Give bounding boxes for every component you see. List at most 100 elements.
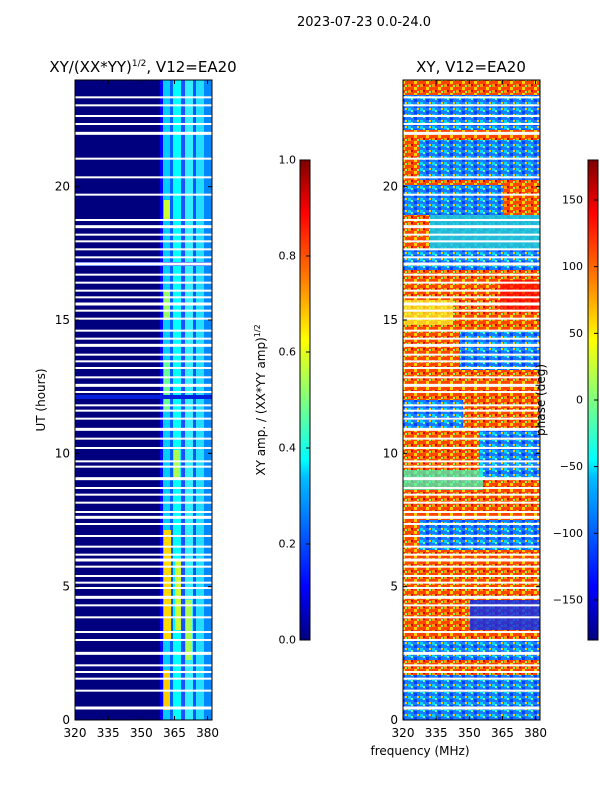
phase-gap-row: [403, 689, 540, 692]
phase-gap-row: [403, 631, 540, 633]
amplitude-y-tick-label: 10: [55, 446, 70, 460]
phase-gap-row: [403, 219, 540, 221]
amplitude-y-ticks: 0 5 10 15 20: [55, 180, 212, 727]
phase-gap-row: [403, 337, 540, 340]
phase-gap-row: [403, 343, 540, 347]
phase-gap-row: [403, 595, 540, 599]
phase-gap-row: [403, 353, 540, 356]
phase-panel: XY, V12=EA20 320: [370, 58, 599, 758]
amplitude-gap-row: [75, 317, 212, 320]
phase-gap-row: [403, 460, 540, 463]
amplitude-gap-row: [75, 376, 212, 379]
phase-x-tick-label: 320: [392, 726, 415, 740]
phase-y-ticks: 0 5 10 15 20: [383, 180, 540, 727]
phase-gap-row: [403, 404, 540, 407]
amplitude-gap-row: [75, 360, 212, 363]
amplitude-gap-row: [75, 343, 212, 347]
phase-y-tick-label: 10: [383, 446, 398, 460]
phase-gap-row: [403, 248, 540, 251]
phase-gap-row: [403, 587, 540, 589]
figure-suptitle: 2023-07-23 0.0-24.0: [297, 15, 431, 30]
phase-gap-row: [403, 376, 540, 379]
phase-gap-row: [403, 511, 540, 513]
phase-gap-row: [403, 262, 540, 266]
amplitude-gap-row: [75, 447, 212, 449]
phase-colorbar-tick-label: 50: [569, 327, 583, 340]
phase-colorbar-tick-label: −150: [553, 594, 583, 607]
amplitude-gap-row: [75, 115, 212, 117]
amplitude-title: XY/(XX*YY)1/2, V12=EA20: [49, 58, 236, 76]
amplitude-colorbar-tick-label: 0.8: [279, 250, 297, 263]
phase-gap-row: [403, 558, 540, 562]
phase-gap-row: [403, 677, 540, 680]
phase-gap-row: [403, 289, 540, 292]
phase-gap-row: [403, 535, 540, 537]
amplitude-gap-row: [75, 427, 212, 431]
phase-gap-row: [403, 157, 540, 160]
phase-gap-row: [403, 427, 540, 431]
amplitude-colorbar-tick-label: 0.0: [279, 634, 297, 647]
amplitude-gap-row: [75, 248, 212, 251]
phase-gap-row: [403, 383, 540, 387]
phase-colorbar: −150 −100 −50 0 50 100 150 phase (deg): [534, 159, 599, 641]
phase-gap-row: [403, 317, 540, 320]
phase-gap-row: [403, 581, 540, 584]
amplitude-x-ticks: 320 335 350 365 380: [64, 80, 219, 740]
amplitude-gap-row: [75, 296, 212, 299]
phase-y-tick-label: 15: [383, 313, 398, 327]
amplitude-gap-row: [75, 131, 212, 135]
phase-gap-row: [403, 176, 540, 179]
amplitude-gap-row: [75, 587, 212, 589]
phase-gap-row: [403, 651, 540, 655]
amplitude-gap-row: [75, 664, 212, 667]
phase-y-tick-label: 0: [390, 713, 398, 727]
amplitude-gap-row: [75, 535, 212, 537]
amplitude-panel: XY/(XX*YY)1/2, V12=EA20: [34, 58, 311, 740]
amplitude-gap-row: [75, 487, 212, 489]
amplitude-x-tick-label: 365: [163, 726, 186, 740]
amplitude-gap-row: [75, 493, 212, 496]
amplitude-frame: [74, 79, 213, 721]
phase-colorbar-tick-label: −100: [553, 527, 583, 540]
phase-gap-row: [403, 104, 540, 107]
amplitude-gap-row: [75, 706, 212, 710]
phase-gap-row: [403, 240, 540, 243]
phase-gap-row: [403, 501, 540, 504]
amplitude-gap-row: [75, 367, 212, 369]
phase-gap-row: [403, 233, 540, 236]
phase-gap-row: [403, 706, 540, 710]
phase-gap-row: [403, 225, 540, 229]
phase-gap-row: [403, 96, 540, 99]
phase-gap-row: [403, 671, 540, 673]
phase-x-ticks: 320 335 350 365 380: [392, 80, 547, 740]
amplitude-gap-row: [75, 256, 212, 259]
phase-gap-row: [403, 515, 540, 519]
phase-gap-row: [403, 545, 540, 548]
amplitude-colorbar-label: XY amp. / (XX*YY amp)1/2: [253, 324, 268, 475]
amplitude-colorbar-gradient: [299, 159, 311, 641]
amplitude-gap-row: [75, 604, 212, 607]
phase-xlabel: frequency (MHz): [370, 744, 469, 758]
amplitude-ylabel: UT (hours): [34, 368, 48, 431]
amplitude-colorbar-ticks: 0.0 0.2 0.4 0.6 0.8 1.0: [279, 154, 310, 647]
phase-gap-row: [403, 273, 540, 276]
amplitude-gap-row: [75, 558, 212, 562]
amplitude-gap-row: [75, 511, 212, 513]
phase-gap-row: [403, 391, 540, 393]
amplitude-gap-row: [75, 104, 212, 107]
amplitude-gap-row: [75, 391, 212, 393]
amplitude-gap-row: [75, 281, 212, 284]
amplitude-gap-row: [75, 651, 212, 655]
amplitude-gap-row: [75, 233, 212, 236]
phase-gap-row: [403, 493, 540, 496]
amplitude-colorbar: 0.0 0.2 0.4 0.6 0.8 1.0 XY amp. / (XX*YY amp)…: [253, 154, 311, 647]
phase-y-tick-label: 20: [383, 180, 398, 194]
phase-gap-row: [403, 115, 540, 117]
amplitude-gap-row: [75, 225, 212, 229]
amplitude-gap-row: [75, 404, 212, 407]
amplitude-gap-row: [75, 123, 212, 125]
phase-title: XY, V12=EA20: [416, 58, 526, 76]
amplitude-y-tick-label: 5: [62, 580, 70, 594]
amplitude-gap-row: [75, 465, 212, 468]
amplitude-gap-row: [75, 616, 212, 619]
